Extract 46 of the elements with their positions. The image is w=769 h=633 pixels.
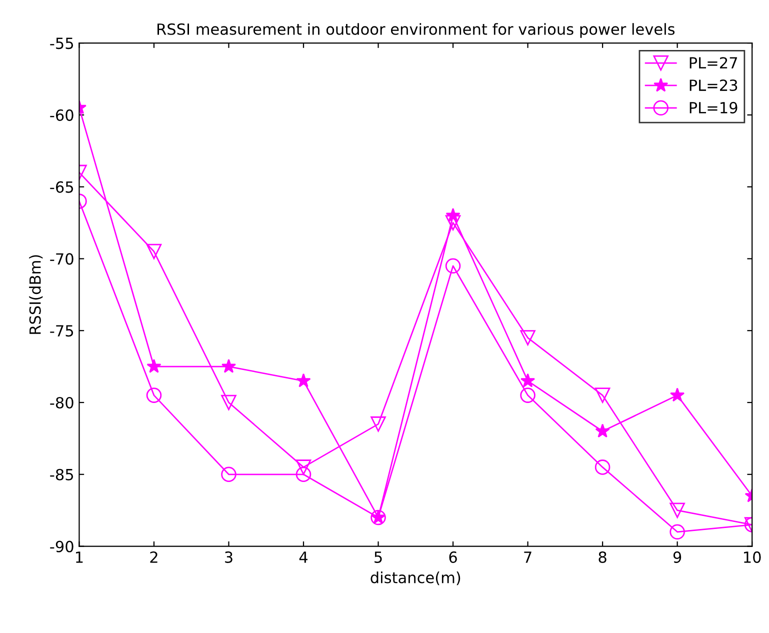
point <box>445 258 461 274</box>
legend-label: PL=19 <box>690 102 738 114</box>
x-tick-label: 1 <box>76 552 83 563</box>
x-tick-label: 8 <box>598 551 606 563</box>
point <box>594 460 610 475</box>
y-tick-label: -90 <box>50 540 74 552</box>
x-tick-label: 6 <box>449 551 457 563</box>
point <box>146 358 162 373</box>
x-tick-label: 7 <box>524 552 532 563</box>
point <box>670 524 685 540</box>
chart-title: RSSI measurement in outdoor environment for various power levels <box>157 23 675 38</box>
point <box>445 215 461 230</box>
point <box>670 502 685 518</box>
x-tick-label: 3 <box>225 551 232 563</box>
legend-label: PL=27 <box>690 57 738 68</box>
point <box>594 388 610 403</box>
legend-label: PL=23 <box>690 79 738 92</box>
y-tick-label: -65 <box>50 181 74 193</box>
x-tick-label: 9 <box>673 551 682 563</box>
point <box>670 388 685 402</box>
y-tick-label: -75 <box>50 325 74 337</box>
y-tick-label: -60 <box>50 109 74 121</box>
point <box>370 416 386 432</box>
point <box>520 388 536 403</box>
point <box>296 373 311 388</box>
y-tick-label: -80 <box>50 396 74 409</box>
x-tick-label: 10 <box>744 551 761 563</box>
point <box>296 460 312 475</box>
point <box>296 466 312 482</box>
x-tick-label: 5 <box>374 552 382 563</box>
point <box>221 466 236 482</box>
point <box>446 208 460 222</box>
point <box>221 394 236 410</box>
point <box>520 330 536 346</box>
y-tick-label: -55 <box>50 38 74 50</box>
y-axis-title: RSSI(dBm) <box>29 255 43 334</box>
y-tick-label: -85 <box>50 468 74 480</box>
y-tick-label: -70 <box>50 253 74 265</box>
point <box>221 358 236 373</box>
point <box>146 388 162 403</box>
x-tick-label: 2 <box>150 551 158 563</box>
point <box>595 424 610 438</box>
x-tick-label: 4 <box>299 552 308 563</box>
x-axis-title: distance(m) <box>370 571 460 586</box>
point <box>520 373 536 388</box>
point <box>146 244 162 260</box>
